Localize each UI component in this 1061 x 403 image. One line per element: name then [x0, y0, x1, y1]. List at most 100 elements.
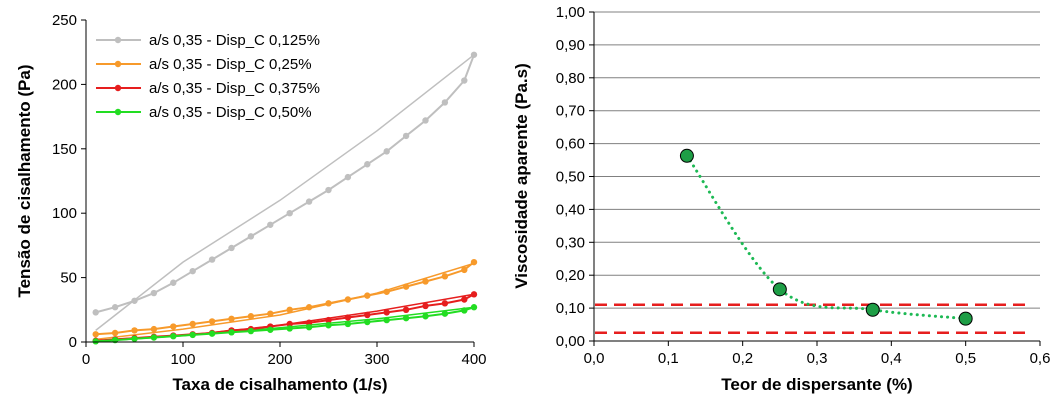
series-point-a-s-0-35-disp-c-0-25: [170, 323, 177, 330]
series-point-a-s-0-35-disp-c-0-50: [92, 338, 99, 345]
series-point-a-s-0-35-disp-c-0-25: [422, 278, 429, 285]
series-point-a-s-0-35-disp-c-0-125: [422, 117, 429, 124]
legend-swatch-marker: [114, 84, 122, 92]
legend-label: a/s 0,35 - Disp_C 0,50%: [149, 104, 312, 121]
left-y-ticks: 0 50 100 150 200 250: [52, 12, 86, 351]
right-x-tick-label: 0,5: [955, 350, 976, 367]
left-x-tick-label: 200: [267, 351, 292, 368]
series-point-a-s-0-35-disp-c-0-25: [344, 296, 352, 303]
left-y-tick-label: 200: [52, 76, 77, 93]
left-y-tick-label: 150: [52, 141, 77, 158]
viscosity-point: [679, 148, 694, 163]
series-point-a-s-0-35-disp-c-0-375: [305, 319, 313, 326]
series-point-a-s-0-35-disp-c-0-125: [150, 289, 158, 297]
series-point-a-s-0-35-disp-c-0-125: [364, 161, 371, 168]
series-point-a-s-0-35-disp-c-0-375: [441, 300, 449, 307]
series-point-a-s-0-35-disp-c-0-125: [111, 304, 119, 311]
series-point-a-s-0-35-disp-c-0-375: [364, 311, 371, 319]
left-x-tick-label: 0: [82, 351, 90, 368]
series-point-a-s-0-35-disp-c-0-125: [170, 279, 177, 286]
viscosity-point: [865, 302, 880, 317]
series-point-a-s-0-35-disp-c-0-125: [247, 233, 255, 240]
legend-swatch-marker: [114, 60, 122, 68]
series-point-a-s-0-35-disp-c-0-125: [228, 244, 235, 252]
viscosity-point: [772, 282, 787, 297]
shear-stress-chart: 0 50 100 150 200 250 0 100 200 300 400 Taxa de ci…: [15, 12, 487, 394]
series-point-a-s-0-35-disp-c-0-50: [461, 307, 468, 314]
left-legend: a/s 0,35 - Disp_C 0,125% a/s 0,35 - Disp_…: [96, 32, 320, 121]
series-point-a-s-0-35-disp-c-0-25: [150, 325, 158, 333]
series-point-a-s-0-35-disp-c-0-125: [92, 309, 99, 316]
series-point-a-s-0-35-disp-c-0-125: [344, 173, 352, 181]
series-point-a-s-0-35-disp-c-0-25: [111, 329, 119, 337]
series-point-a-s-0-35-disp-c-0-50: [150, 334, 158, 341]
right-y-tick-label: 0,20: [556, 267, 585, 284]
series-point-a-s-0-35-disp-c-0-125: [267, 221, 274, 228]
series-point-a-s-0-35-disp-c-0-50: [470, 304, 478, 311]
series-point-a-s-0-35-disp-c-0-125: [131, 297, 138, 304]
series-point-a-s-0-35-disp-c-0-25: [441, 273, 449, 280]
series-point-a-s-0-35-disp-c-0-125: [383, 148, 390, 155]
right-reference-lines: [595, 303, 1028, 335]
series-point-a-s-0-35-disp-c-0-125: [441, 99, 449, 106]
series-point-a-s-0-35-disp-c-0-125: [208, 256, 216, 263]
right-y-tick-label: 0,10: [556, 300, 585, 317]
legend-swatch-marker: [114, 36, 122, 44]
legend-label: a/s 0,35 - Disp_C 0,25%: [149, 56, 312, 73]
right-x-ticks: 0,0 0,1 0,2 0,3 0,4 0,5 0,6: [584, 341, 1050, 367]
series-point-a-s-0-35-disp-c-0-375: [286, 320, 293, 328]
right-y-tick-label: 1,00: [556, 4, 585, 21]
series-point-a-s-0-35-disp-c-0-50: [286, 325, 293, 332]
right-x-tick-label: 0,0: [584, 350, 605, 367]
series-point-a-s-0-35-disp-c-0-25: [208, 318, 216, 325]
series-point-a-s-0-35-disp-c-0-50: [305, 323, 313, 331]
series-point-a-s-0-35-disp-c-0-25: [470, 258, 478, 266]
series-point-a-s-0-35-disp-c-0-125: [325, 186, 332, 194]
series-point-a-s-0-35-disp-c-0-50: [383, 316, 390, 324]
right-y-tick-label: 0,70: [556, 103, 585, 120]
series-point-a-s-0-35-disp-c-0-50: [228, 329, 235, 336]
right-y-tick-label: 0,00: [556, 333, 585, 350]
series-point-a-s-0-35-disp-c-0-50: [364, 318, 371, 326]
series-point-a-s-0-35-disp-c-0-25: [131, 327, 138, 334]
right-trendline: [685, 154, 968, 321]
series-point-a-s-0-35-disp-c-0-25: [92, 331, 99, 338]
series-point-a-s-0-35-disp-c-0-25: [267, 310, 274, 317]
series-point-a-s-0-35-disp-c-0-25: [325, 300, 332, 307]
right-y-tick-label: 0,80: [556, 70, 585, 87]
right-gridlines: [594, 11, 1040, 309]
series-point-a-s-0-35-disp-c-0-375: [422, 302, 429, 310]
series-point-a-s-0-35-disp-c-0-50: [170, 333, 177, 340]
series-point-a-s-0-35-disp-c-0-375: [470, 291, 478, 298]
right-x-tick-label: 0,4: [881, 350, 902, 367]
right-x-tick-label: 0,3: [807, 350, 828, 367]
fit-line-a-s-0-35-disp-c-0-25: [95, 262, 475, 341]
right-y-tick-label: 0,60: [556, 136, 585, 153]
series-point-a-s-0-35-disp-c-0-50: [131, 335, 138, 342]
left-x-tick-label: 100: [170, 351, 195, 368]
left-y-axis-title: Tensão de cisalhamento (Pa): [15, 64, 34, 297]
series-point-a-s-0-35-disp-c-0-50: [422, 313, 429, 320]
series-point-a-s-0-35-disp-c-0-25: [364, 292, 371, 299]
fit-line-a-s-0-35-disp-c-0-125: [95, 54, 475, 331]
series-point-a-s-0-35-disp-c-0-125: [470, 51, 478, 58]
left-x-tick-label: 300: [364, 351, 389, 368]
right-y-tick-label: 0,40: [556, 201, 585, 218]
series-point-a-s-0-35-disp-c-0-375: [461, 296, 468, 303]
series-point-a-s-0-35-disp-c-0-50: [208, 330, 216, 337]
series-point-a-s-0-35-disp-c-0-50: [441, 310, 449, 317]
left-y-tick-label: 50: [60, 270, 77, 287]
right-x-axis-title: Teor de dispersante (%): [721, 375, 912, 394]
legend-swatch-marker: [114, 108, 122, 116]
right-points: [679, 148, 973, 326]
series-point-a-s-0-35-disp-c-0-125: [305, 198, 313, 205]
series-point-a-s-0-35-disp-c-0-375: [402, 306, 410, 313]
trend-curve: [685, 154, 968, 321]
left-y-tick-label: 250: [52, 12, 77, 29]
series-point-a-s-0-35-disp-c-0-125: [402, 132, 410, 140]
series-point-a-s-0-35-disp-c-0-25: [247, 313, 255, 320]
series-point-a-s-0-35-disp-c-0-25: [383, 288, 390, 295]
series-point-a-s-0-35-disp-c-0-50: [189, 331, 196, 339]
series-point-a-s-0-35-disp-c-0-375: [344, 314, 352, 321]
